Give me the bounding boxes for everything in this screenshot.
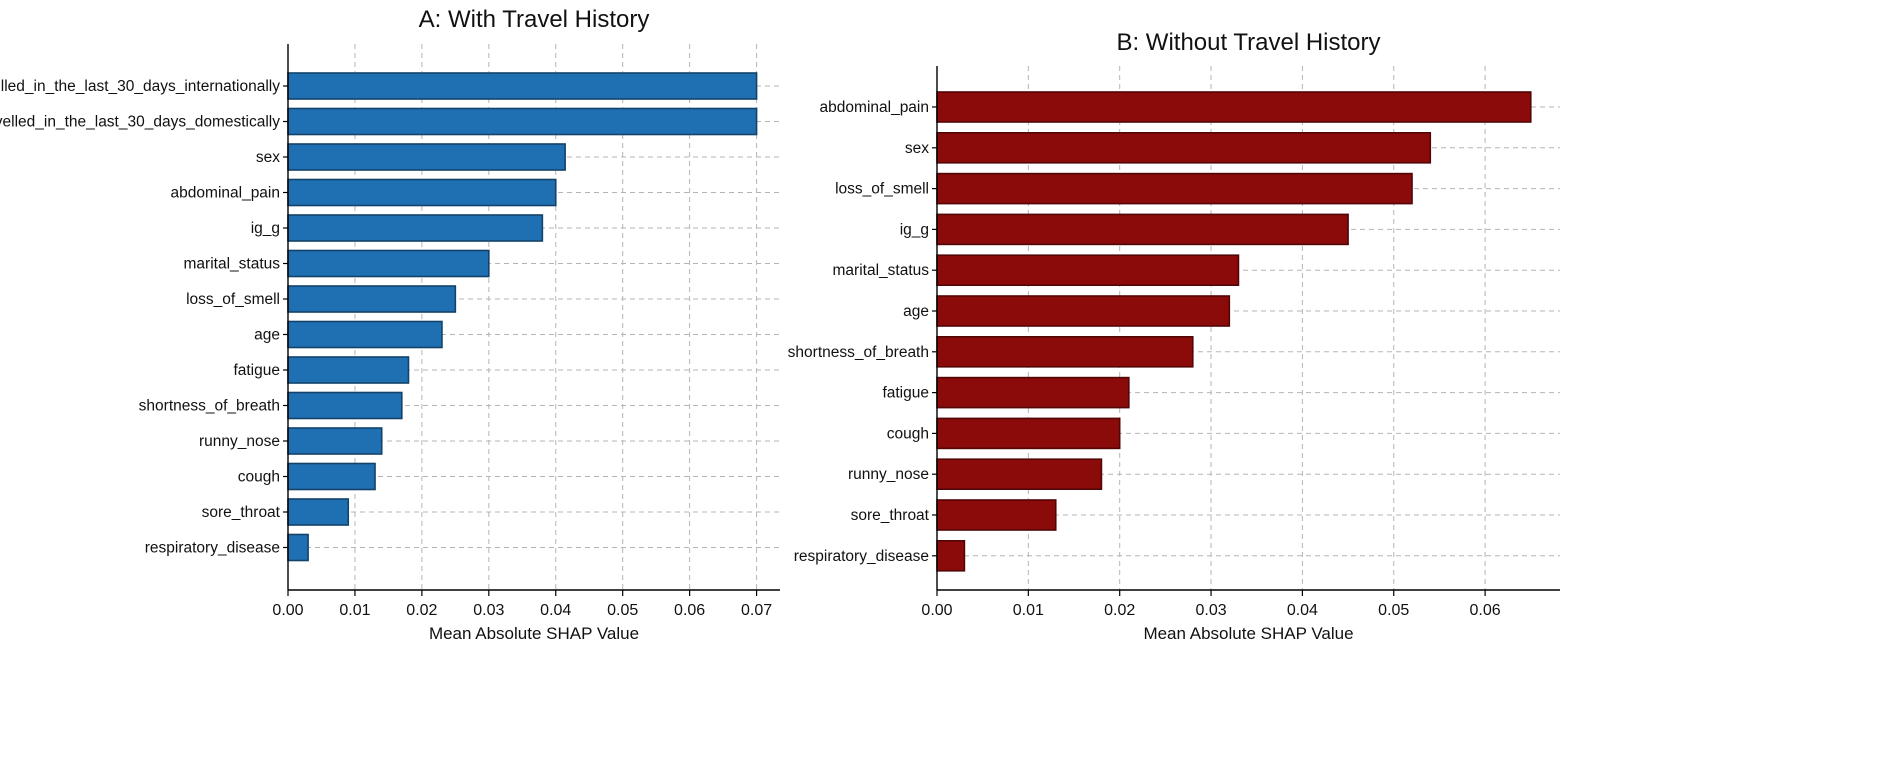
x-tick-label: 0.04 bbox=[540, 602, 571, 619]
chart-panel-a: travelled_in_the_last_30_days_internatio… bbox=[0, 6, 780, 643]
y-tick-label: fatigue bbox=[882, 385, 929, 402]
bar-abdominal-pain bbox=[936, 91, 1532, 123]
bar-respiratory-disease bbox=[936, 539, 966, 572]
bar-cough bbox=[287, 462, 376, 491]
bar-loss-of-smell bbox=[287, 285, 457, 313]
x-tick-label: 0.02 bbox=[406, 602, 437, 619]
chart-title: A: With Travel History bbox=[419, 6, 650, 33]
y-tick-label: marital_status bbox=[833, 262, 930, 279]
x-tick-label: 0.05 bbox=[607, 602, 638, 619]
bar-loss-of-smell bbox=[936, 172, 1413, 205]
bar-marital-status bbox=[287, 249, 490, 278]
x-axis-label: Mean Absolute SHAP Value bbox=[429, 624, 639, 643]
x-tick-label: 0.00 bbox=[921, 602, 952, 619]
x-tick-label: 0.06 bbox=[674, 602, 705, 619]
bar-fatigue bbox=[287, 356, 410, 384]
bar-shortness-of-breath bbox=[936, 335, 1194, 368]
bar-fatigue bbox=[936, 376, 1130, 409]
bar-travelled-in-the-last-30-days-internationally bbox=[287, 72, 758, 100]
y-tick-label: travelled_in_the_last_30_days_internatio… bbox=[0, 78, 280, 95]
y-tick-label: loss_of_smell bbox=[186, 291, 280, 308]
bar-cough bbox=[936, 417, 1121, 450]
y-tick-label: fatigue bbox=[233, 362, 280, 379]
bar-abdominal-pain bbox=[287, 178, 557, 207]
y-tick-label: shortness_of_breath bbox=[139, 398, 280, 415]
y-tick-label: runny_nose bbox=[199, 433, 280, 450]
y-tick-label: respiratory_disease bbox=[145, 540, 280, 557]
bar-ig-g bbox=[287, 214, 544, 242]
bar-marital-status bbox=[936, 254, 1240, 286]
bar-runny-nose bbox=[936, 458, 1103, 491]
x-tick-label: 0.04 bbox=[1287, 602, 1318, 619]
y-tick-label: sore_throat bbox=[202, 504, 281, 521]
x-tick-label: 0.03 bbox=[473, 602, 504, 619]
y-tick-label: sex bbox=[905, 140, 929, 157]
y-tick-label: marital_status bbox=[184, 256, 281, 273]
x-tick-label: 0.00 bbox=[272, 602, 303, 619]
bar-age bbox=[936, 295, 1231, 327]
y-tick-label: sex bbox=[256, 149, 280, 166]
bar-travelled-in-the-last-30-days-domestically bbox=[287, 107, 758, 136]
bar-age bbox=[287, 320, 443, 349]
x-tick-label: 0.06 bbox=[1470, 602, 1501, 619]
bar-shortness-of-breath bbox=[287, 391, 403, 420]
y-tick-label: sore_throat bbox=[851, 507, 930, 524]
y-tick-label: ig_g bbox=[900, 221, 929, 238]
x-tick-label: 0.01 bbox=[339, 602, 370, 619]
y-tick-label: runny_nose bbox=[848, 466, 929, 483]
y-tick-label: loss_of_smell bbox=[835, 181, 929, 198]
y-tick-label: abdominal_pain bbox=[820, 99, 929, 116]
y-tick-label: respiratory_disease bbox=[794, 548, 929, 565]
y-tick-label: cough bbox=[238, 469, 280, 486]
y-tick-label: age bbox=[903, 303, 929, 320]
bar-sore-throat bbox=[936, 499, 1057, 531]
chart-title: B: Without Travel History bbox=[1116, 29, 1380, 56]
bar-sore-throat bbox=[287, 498, 350, 526]
bar-sex bbox=[287, 143, 566, 171]
x-axis-label: Mean Absolute SHAP Value bbox=[1143, 624, 1353, 643]
y-tick-label: shortness_of_breath bbox=[788, 344, 929, 361]
bar-runny-nose bbox=[287, 427, 383, 455]
y-tick-label: age bbox=[254, 327, 280, 344]
x-tick-label: 0.05 bbox=[1378, 602, 1409, 619]
bar-respiratory-disease bbox=[287, 533, 309, 562]
y-tick-label: abdominal_pain bbox=[171, 185, 280, 202]
y-tick-label: cough bbox=[887, 425, 929, 442]
y-tick-label: ig_g bbox=[251, 220, 280, 237]
bar-sex bbox=[936, 132, 1432, 164]
y-tick-label: travelled_in_the_last_30_days_domestical… bbox=[0, 114, 280, 131]
x-tick-label: 0.07 bbox=[741, 602, 772, 619]
bar-ig-g bbox=[936, 213, 1349, 246]
x-tick-label: 0.01 bbox=[1013, 602, 1044, 619]
x-tick-label: 0.03 bbox=[1195, 602, 1226, 619]
x-tick-label: 0.02 bbox=[1104, 602, 1135, 619]
